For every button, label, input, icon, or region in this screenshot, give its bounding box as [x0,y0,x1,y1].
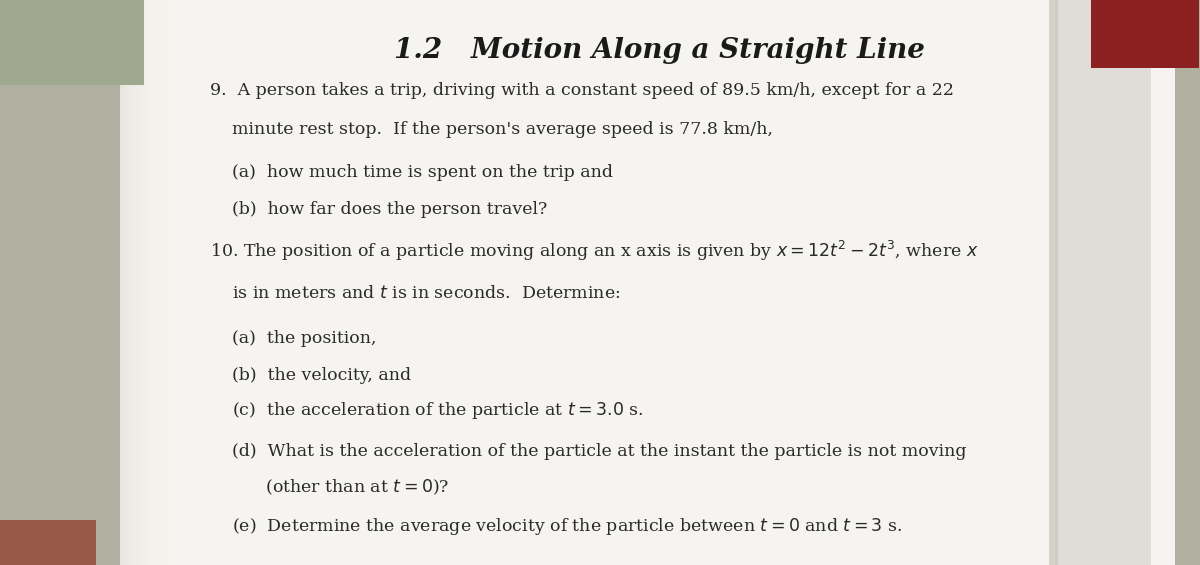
Bar [174,0,178,565]
FancyBboxPatch shape [0,0,144,85]
Text: (other than at $t = 0$)?: (other than at $t = 0$)? [210,478,449,497]
Bar [120,0,124,565]
Bar [138,0,142,565]
Bar [178,0,181,565]
Bar [124,0,127,565]
Bar [142,0,145,565]
Bar [127,0,131,565]
Bar [192,0,196,565]
Bar [206,0,210,565]
Text: 9.  A person takes a trip, driving with a constant speed of 89.5 km/h, except fo: 9. A person takes a trip, driving with a… [210,82,954,99]
Bar [214,0,217,565]
Text: 10. The position of a particle moving along an x axis is given by $x = 12t^2 - 2: 10. The position of a particle moving al… [210,238,978,263]
Bar [131,0,134,565]
Text: is in meters and $t$ is in seconds.  Determine:: is in meters and $t$ is in seconds. Dete… [210,285,620,302]
Bar [181,0,185,565]
Text: (a)  how much time is spent on the trip and: (a) how much time is spent on the trip a… [210,164,613,181]
Text: (d)  What is the acceleration of the particle at the instant the particle is not: (d) What is the acceleration of the part… [210,444,966,460]
Bar [170,0,174,565]
FancyBboxPatch shape [0,520,96,565]
Bar [160,0,163,565]
Bar [188,0,192,565]
Bar [163,0,167,565]
Text: (c)  the acceleration of the particle at $t = 3.0$ s.: (c) the acceleration of the particle at … [210,400,643,421]
Bar [145,0,149,565]
Text: minute rest stop.  If the person's average speed is 77.8 km/h,: minute rest stop. If the person's averag… [210,121,773,138]
Bar [152,0,156,565]
Bar [156,0,160,565]
Bar [224,0,228,565]
Text: (a)  the position,: (a) the position, [210,331,377,347]
Text: (b)  the velocity, and: (b) the velocity, and [210,367,410,384]
Bar [203,0,206,565]
Bar [134,0,138,565]
Bar [149,0,152,565]
Bar [1049,0,1058,565]
FancyBboxPatch shape [1091,0,1199,68]
Text: (e)  Determine the average velocity of the particle between $t = 0$ and $t = 3$ : (e) Determine the average velocity of th… [210,516,902,537]
Bar [210,0,214,565]
Bar [1055,0,1151,565]
Text: 1.2   Motion Along a Straight Line: 1.2 Motion Along a Straight Line [394,37,925,64]
FancyBboxPatch shape [120,0,1175,565]
Bar [221,0,224,565]
Bar [217,0,221,565]
Bar [196,0,199,565]
Bar [199,0,203,565]
Text: (b)  how far does the person travel?: (b) how far does the person travel? [210,201,547,218]
Bar [185,0,188,565]
Bar [167,0,170,565]
